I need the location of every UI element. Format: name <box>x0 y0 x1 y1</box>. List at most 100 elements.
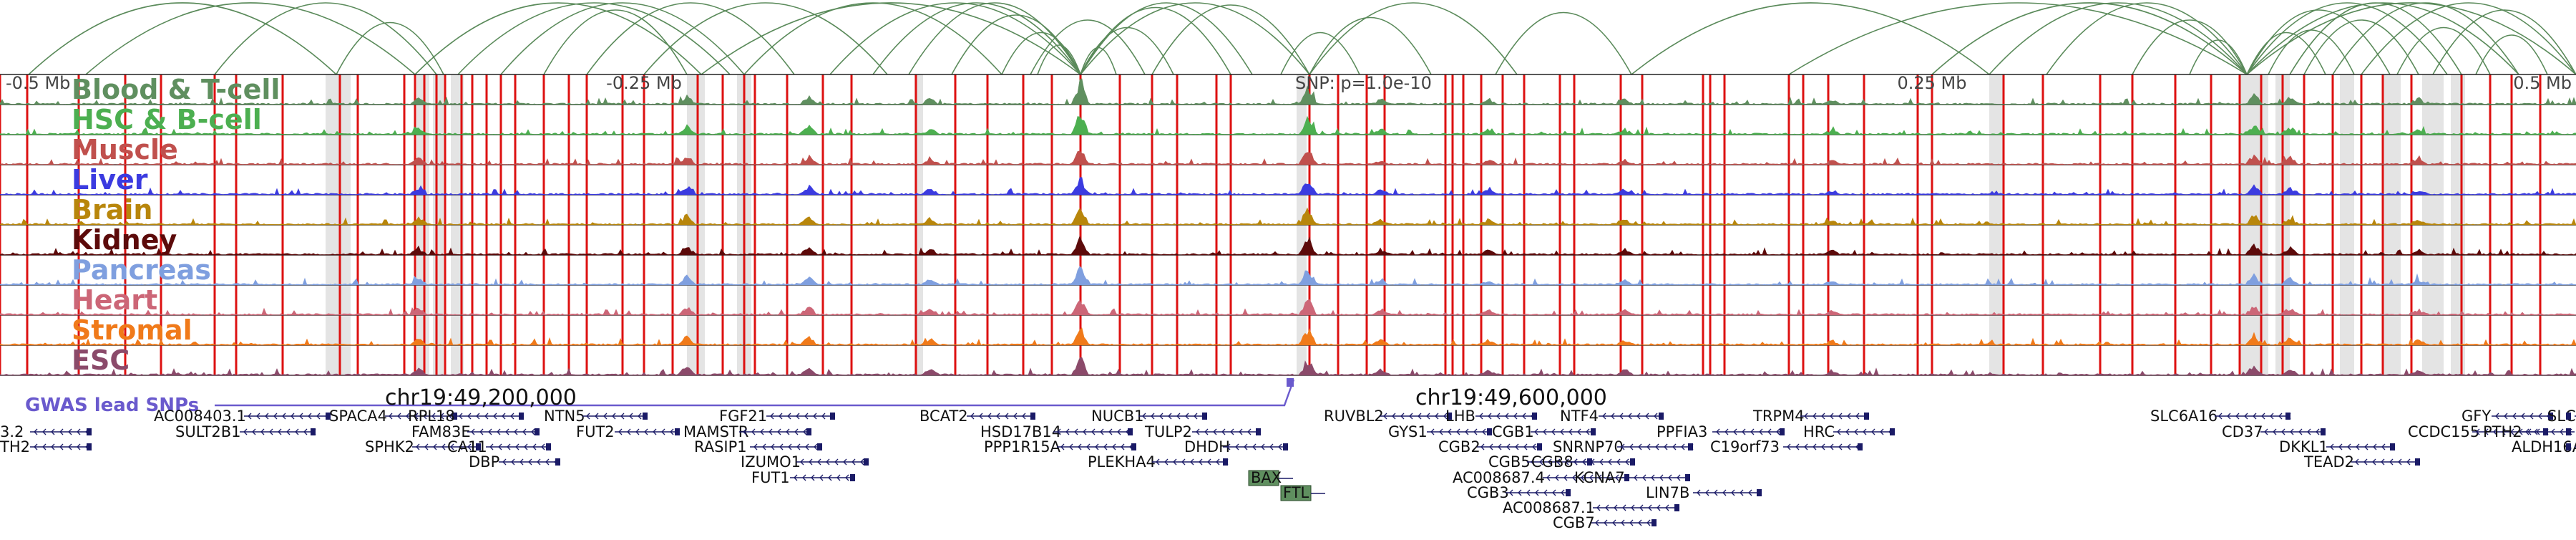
gene-strand-arrow <box>450 443 454 450</box>
gene-strand-arrow <box>1724 428 1729 435</box>
gene-strand-arrow <box>1216 458 1220 466</box>
gene-ca11: CA11 <box>447 438 551 455</box>
gene-strand-arrow <box>1526 489 1531 496</box>
gene-strand-arrow <box>414 413 419 420</box>
track-stromal: Stromal <box>0 314 2576 346</box>
gene-strand-arrow <box>1611 413 1615 420</box>
gene-strand-arrow <box>1523 443 1528 450</box>
gene-hrc: HRC <box>1803 423 1895 440</box>
gene-strand-arrow <box>1383 413 1387 420</box>
gene-label: CA11 <box>447 438 487 455</box>
gene-strand-arrow <box>522 428 527 435</box>
gene-exon <box>864 458 869 466</box>
gene-aldh16a1: ALDH16A1 <box>2512 438 2576 455</box>
gwas-connector <box>215 379 1295 407</box>
gene-strand-arrow <box>1496 413 1501 420</box>
gene-th2: TH2 <box>0 438 92 455</box>
gene-strand-arrow <box>1252 443 1257 450</box>
gene-strand-arrow <box>1005 413 1009 420</box>
gene-label: CGB5 <box>1488 453 1531 471</box>
gene-strand-arrow <box>2373 443 2377 450</box>
gene-strand-arrow <box>1505 413 1509 420</box>
gene-strand-arrow <box>2538 413 2542 420</box>
gene-strand-arrow <box>1787 443 1791 450</box>
gene-strand-arrow <box>1665 504 1669 511</box>
gene-slc6a16: SLC6A16 <box>2150 408 2291 425</box>
gene-strand-arrow <box>260 428 265 435</box>
gene-strand-arrow <box>1748 489 1752 496</box>
gene-label: CGB8 <box>1531 453 1574 471</box>
gene-exon <box>1688 443 1693 450</box>
gene-strand-arrow <box>787 413 791 420</box>
gene-strand-arrow <box>2227 413 2231 420</box>
gene-strand-arrow <box>406 413 410 420</box>
gene-strand-arrow <box>638 413 642 420</box>
gene-strand-arrow <box>248 413 252 420</box>
track-heart: Heart <box>0 284 2576 316</box>
gene-strand-arrow <box>1714 489 1718 496</box>
gene-strand-arrow <box>1443 413 1448 420</box>
gene-strand-arrow <box>1604 519 1608 526</box>
gene-label: NUCB1 <box>1091 408 1144 425</box>
track-label: HSC & B-cell <box>72 104 262 135</box>
gene-strand-arrow <box>1506 443 1511 450</box>
loop-arc <box>2246 2 2519 75</box>
gene-label: CCDC155 <box>2408 423 2479 440</box>
track-signal <box>0 78 2576 105</box>
gene-strand-arrow <box>1589 474 1594 481</box>
gene-exon <box>2321 428 2326 435</box>
gene-strand-arrow <box>1863 428 1867 435</box>
gene-strand-arrow <box>1645 413 1649 420</box>
gene-strand-arrow <box>269 428 273 435</box>
gene-strand-arrow <box>1164 458 1169 466</box>
gene-strand-arrow <box>2381 458 2385 466</box>
gene-strand-arrow <box>1664 443 1668 450</box>
gene-strand-arrow <box>1430 428 1435 435</box>
loop-arc <box>1280 32 1360 75</box>
loop-arc <box>2132 19 2248 75</box>
gene-label: NTN5 <box>544 408 585 425</box>
gene-label: PLEKHA4 <box>1088 453 1156 471</box>
gene-cd37: CD37 <box>2222 423 2326 440</box>
gene-strand-arrow <box>1498 443 1502 450</box>
gene-strand-arrow <box>1733 428 1737 435</box>
track-label: Stromal <box>72 314 192 346</box>
track-muscle: Muscle <box>0 134 2576 165</box>
track-blood-t-cell: Blood & T-cell <box>0 74 2576 105</box>
gene-strand-arrow <box>467 413 472 420</box>
gene-strand-arrow <box>459 443 463 450</box>
gene-strand-arrow <box>291 413 295 420</box>
gene-exon <box>806 428 811 435</box>
gene-strand-arrow <box>2406 458 2411 466</box>
gene-label: SLC6A16 <box>2150 408 2218 425</box>
gene-strand-arrow <box>278 428 282 435</box>
gene-exon <box>2285 413 2290 420</box>
gene-exon <box>311 428 316 435</box>
gene-strand-arrow <box>2512 413 2517 420</box>
gene-strand-arrow <box>1083 428 1087 435</box>
gene-label: FGF21 <box>719 408 767 425</box>
gene-label: DBP <box>469 453 499 471</box>
gene-strand-arrow <box>1731 489 1735 496</box>
gene-strand-arrow <box>2364 443 2368 450</box>
gene-strand-arrow <box>1235 443 1239 450</box>
gene-strand-arrow <box>1513 413 1518 420</box>
gene-strand-arrow <box>620 413 625 420</box>
gene-strand-arrow <box>1654 413 1658 420</box>
gene-strand-arrow <box>1621 443 1625 450</box>
gene-kcna7: KCNA7 <box>1574 469 1690 486</box>
gene-strand-arrow <box>502 413 506 420</box>
scale-tick-label: 0.25 Mb <box>1897 73 1966 93</box>
gene-strand-arrow <box>1628 413 1632 420</box>
gene-label: BCAT2 <box>919 408 968 425</box>
loop-arc <box>1495 11 1632 75</box>
gene-strand-arrow <box>1636 413 1641 420</box>
gene-strand-arrow <box>2560 428 2564 435</box>
gene-exon <box>1202 413 1207 420</box>
gene-strand-arrow <box>661 428 665 435</box>
gene-strand-arrow <box>1595 519 1599 526</box>
gene-label: DKKL1 <box>2279 438 2328 455</box>
gene-strand-arrow <box>1176 413 1181 420</box>
loop-arc <box>1309 2 1518 75</box>
